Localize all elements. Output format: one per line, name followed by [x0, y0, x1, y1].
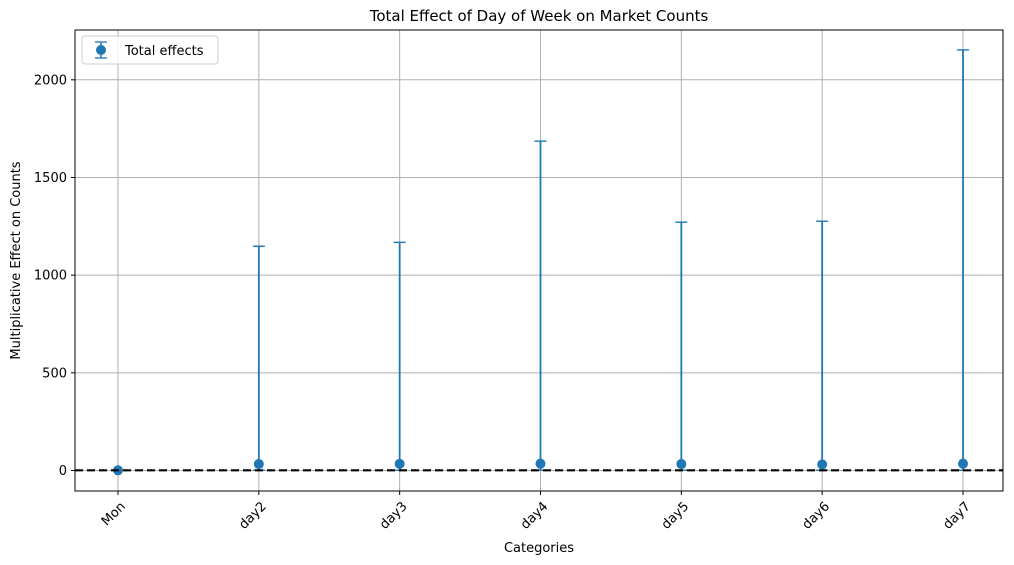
- x-tick-label: day5: [659, 499, 692, 532]
- error-bar-group: [675, 221, 688, 471]
- legend-point: [96, 45, 106, 55]
- data-point: [676, 459, 687, 470]
- x-tick-label: day3: [377, 499, 410, 532]
- x-tick-label: day6: [800, 499, 833, 532]
- error-bar-group: [957, 49, 969, 471]
- legend: Total effects: [81, 35, 219, 65]
- error-bar-group: [252, 245, 265, 471]
- data-point: [253, 459, 264, 470]
- legend-box: [81, 35, 219, 65]
- error-bar-group: [816, 220, 829, 471]
- y-axis-label: Multiplicative Effect on Counts: [9, 161, 24, 359]
- error-bar-group: [534, 140, 547, 471]
- x-tick-label: Mon: [99, 499, 129, 529]
- y-tick-label: 1000: [34, 269, 67, 284]
- data-point: [817, 459, 828, 470]
- data-point: [394, 458, 405, 469]
- tick-labels: Mon day2 day3 day4 day5 day6 day7 0 500 1000 1500 2…: [34, 73, 974, 532]
- x-axis-label: Categories: [504, 541, 574, 556]
- plot-frame: [74, 29, 1004, 492]
- plot-marks: [75, 49, 1003, 476]
- y-tick-label: 500: [42, 366, 67, 381]
- x-tick-label: day2: [236, 499, 269, 532]
- error-bar-group: [393, 241, 406, 471]
- y-tick-label: 0: [59, 464, 67, 479]
- x-tick-label: day4: [518, 499, 551, 532]
- grid: [75, 30, 1003, 491]
- y-tick-label: 1500: [34, 171, 67, 186]
- legend-marker: [95, 41, 107, 59]
- legend-entry: Total effects: [124, 44, 204, 59]
- x-tick-label: day7: [940, 499, 973, 532]
- data-point: [958, 458, 968, 469]
- data-point: [535, 458, 546, 469]
- chart-title: Total Effect of Day of Week on Market Co…: [369, 7, 709, 25]
- y-tick-label: 2000: [34, 73, 67, 88]
